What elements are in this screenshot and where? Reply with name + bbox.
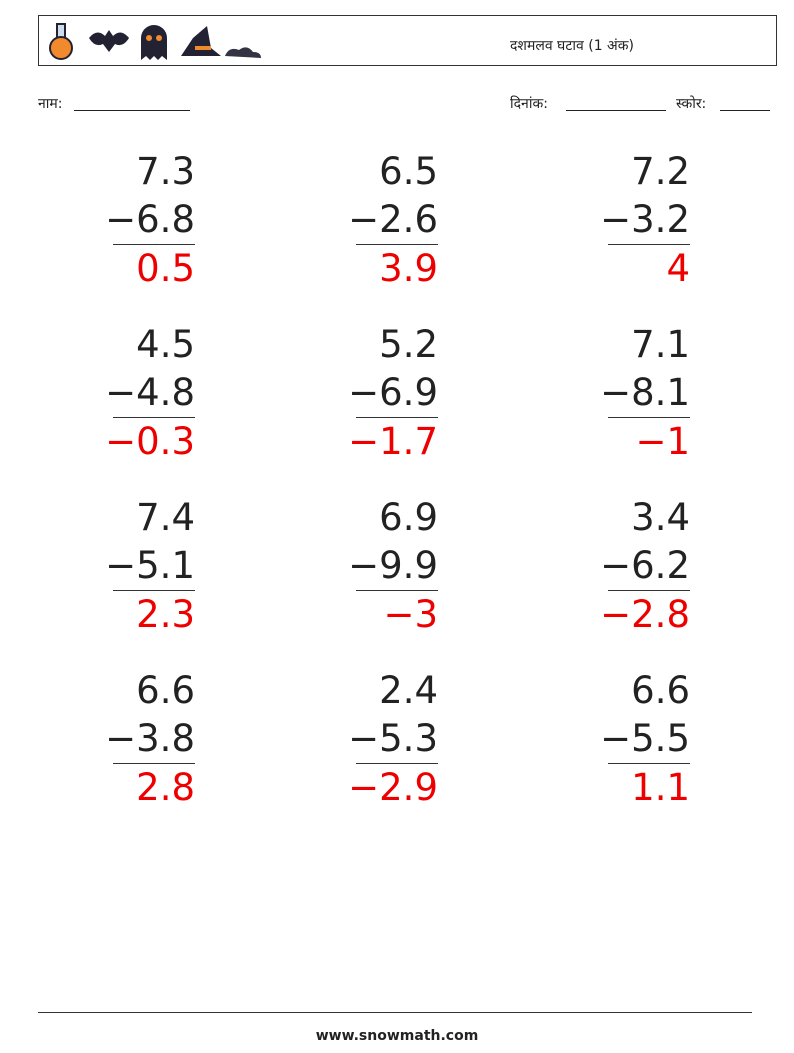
minuend: 6.9 — [379, 496, 438, 539]
footer-site: www.snowmath.com — [315, 1028, 479, 1044]
minuend: 7.1 — [631, 323, 690, 366]
minuend: 2.4 — [379, 669, 438, 712]
answer: −1 — [635, 420, 690, 463]
date-blank — [566, 94, 666, 111]
minuend: 7.4 — [136, 496, 195, 539]
minuend: 6.5 — [379, 150, 438, 193]
answer: −1.7 — [348, 420, 438, 463]
answer-rule — [356, 590, 438, 591]
subtrahend: −6.2 — [600, 544, 690, 587]
subtrahend: −4.8 — [105, 371, 195, 414]
name-blank — [74, 94, 190, 111]
title: दशमलव घटाव (1 अंक) — [510, 38, 634, 54]
answer-rule — [356, 763, 438, 764]
answer: −3 — [383, 593, 438, 636]
header-box — [38, 15, 777, 66]
answer-rule — [113, 417, 195, 418]
subtrahend: −8.1 — [600, 371, 690, 414]
answer: 0.5 — [136, 247, 195, 290]
icons — [49, 23, 261, 60]
answer-rule — [608, 417, 690, 418]
answer: 3.9 — [379, 247, 438, 290]
minuend: 6.6 — [136, 669, 195, 712]
answer-rule — [608, 244, 690, 245]
answer-rule — [113, 590, 195, 591]
subtrahend: −3.2 — [600, 198, 690, 241]
name-label: नाम: — [38, 96, 63, 112]
minuend: 3.4 — [631, 496, 690, 539]
subtrahend: −5.5 — [600, 717, 690, 760]
subtrahend: −2.6 — [348, 198, 438, 241]
subtrahend: −5.1 — [105, 544, 195, 587]
minuend: 6.6 — [631, 669, 690, 712]
minuend: 7.3 — [136, 150, 195, 193]
subtrahend: −6.8 — [105, 198, 195, 241]
answer-rule — [356, 244, 438, 245]
answer: −2.9 — [348, 766, 438, 809]
subtrahend: −5.3 — [348, 717, 438, 760]
answer: −0.3 — [105, 420, 195, 463]
answer-rule — [608, 763, 690, 764]
score-blank — [720, 94, 770, 111]
date-label: दिनांक: — [510, 96, 548, 112]
minuend: 5.2 — [379, 323, 438, 366]
answer-rule — [113, 763, 195, 764]
answer: 4 — [666, 247, 690, 290]
answer-rule — [608, 590, 690, 591]
subtrahend: −6.9 — [348, 371, 438, 414]
subtrahend: −3.8 — [105, 717, 195, 760]
footer-rule — [38, 1012, 752, 1013]
answer: 1.1 — [631, 766, 690, 809]
answer-rule — [356, 417, 438, 418]
answer: −2.8 — [600, 593, 690, 636]
answer: 2.8 — [136, 766, 195, 809]
score-label: स्कोर: — [676, 96, 707, 112]
answer: 2.3 — [136, 593, 195, 636]
minuend: 7.2 — [631, 150, 690, 193]
minuend: 4.5 — [136, 323, 195, 366]
answer-rule — [113, 244, 195, 245]
subtrahend: −9.9 — [348, 544, 438, 587]
